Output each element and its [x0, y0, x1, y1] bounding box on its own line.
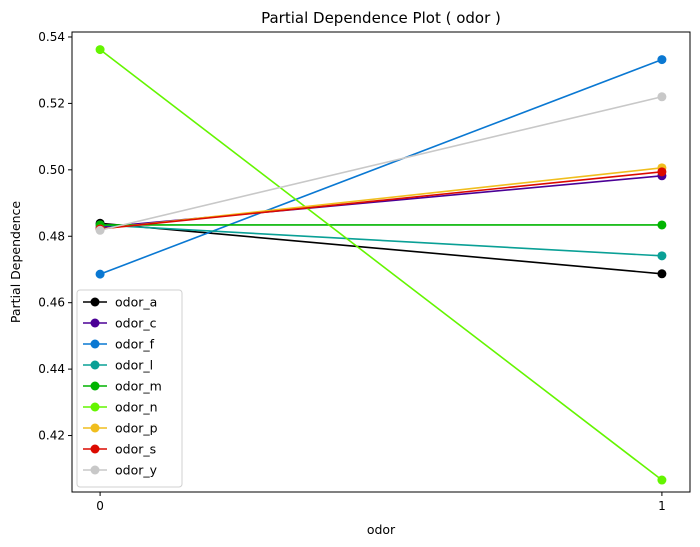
y-tick-label: 0.54	[38, 30, 65, 44]
series-line-odor_l	[100, 224, 662, 257]
legend-marker	[90, 444, 100, 454]
legend-entry-odor_n: odor_n	[83, 400, 158, 415]
x-tick-label: 0	[96, 499, 104, 513]
data-point-odor_n	[657, 475, 667, 485]
series-line-odor_n	[99, 48, 663, 481]
series-line-odor_s	[100, 171, 662, 230]
legend-label: odor_m	[115, 379, 162, 394]
legend-entry-odor_y: odor_y	[83, 463, 158, 478]
series-odor_y	[95, 92, 667, 235]
series-odor_a	[95, 218, 667, 279]
legend-marker	[90, 339, 100, 349]
legend-marker	[90, 402, 100, 412]
legend-box	[76, 289, 183, 488]
series-odor_n	[95, 45, 667, 485]
data-point-odor_f	[95, 269, 105, 279]
legend-label: odor_y	[115, 463, 158, 478]
y-tick-label: 0.50	[38, 163, 65, 177]
y-tick-label: 0.42	[38, 429, 65, 443]
series-line-odor_f	[99, 58, 663, 275]
legend-label: odor_n	[115, 400, 158, 415]
y-axis-title: Partial Dependence	[8, 201, 23, 324]
legend-label: odor_f	[115, 337, 155, 352]
legend: odor_a odor_c odor_f odor_l odor_m odor_nodor…	[76, 289, 183, 488]
x-tick-label: 1	[658, 499, 666, 513]
data-point-odor_y	[95, 225, 105, 235]
series-line-odor_y	[99, 95, 663, 232]
legend-marker	[90, 318, 100, 328]
y-tick-label: 0.46	[38, 296, 65, 310]
plot-frame	[71, 31, 691, 493]
y-tick-label: 0.52	[38, 96, 65, 110]
legend-entry-odor_l: odor_l	[83, 358, 153, 373]
chart-title: Partial Dependence Plot ( odor )	[261, 9, 501, 27]
legend-entry-odor_p: odor_p	[83, 421, 158, 436]
legend-entry-odor_a: odor_a	[83, 295, 157, 310]
data-point-odor_s	[657, 167, 667, 177]
data-point-odor_f	[657, 55, 667, 65]
legend-entry-odor_c: odor_c	[83, 316, 157, 331]
legend-label: odor_s	[115, 442, 156, 457]
series-odor_l	[95, 220, 667, 261]
data-point-odor_n	[95, 45, 105, 55]
legend-marker	[90, 381, 100, 391]
legend-entry-odor_f: odor_f	[83, 337, 155, 352]
legend-entry-odor_s: odor_s	[83, 442, 156, 457]
data-point-odor_a	[657, 269, 667, 279]
y-tick-label: 0.44	[38, 362, 65, 376]
legend-entry-odor_m: odor_m	[83, 379, 162, 394]
data-point-odor_l	[657, 251, 667, 261]
legend-marker	[90, 423, 100, 433]
legend-label: odor_c	[115, 316, 157, 331]
x-axis-title: odor	[367, 522, 396, 537]
legend-marker	[90, 465, 100, 475]
data-point-odor_y	[657, 92, 667, 102]
legend-label: odor_a	[115, 295, 157, 310]
series-odor_m	[95, 220, 667, 230]
legend-marker	[90, 297, 100, 307]
legend-marker	[90, 360, 100, 370]
y-tick-label: 0.48	[38, 229, 65, 243]
series-odor_f	[95, 55, 667, 279]
data-point-odor_m	[657, 220, 667, 230]
series-odor_p	[95, 163, 667, 234]
plot-area: 0.42 0.44 0.46 0.48 0.50 0.52 0.54 0 1	[38, 30, 691, 513]
legend-label: odor_l	[115, 358, 153, 373]
legend-label: odor_p	[115, 421, 158, 436]
series-line-odor_a	[100, 222, 662, 275]
